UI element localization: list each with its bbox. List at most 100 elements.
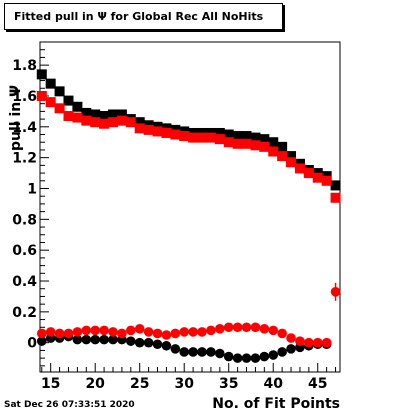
data-point-square xyxy=(232,138,243,149)
data-point-circle xyxy=(206,347,216,357)
y-tick-label: 1.6 xyxy=(12,89,37,105)
data-point-square xyxy=(81,107,92,118)
data-point-circle xyxy=(241,322,252,333)
data-point-square xyxy=(72,101,83,112)
data-point-square xyxy=(90,109,101,120)
data-point-circle xyxy=(197,327,207,337)
data-point-square xyxy=(250,132,261,143)
x-tick-label: 45 xyxy=(308,376,327,392)
data-point-circle xyxy=(286,344,296,354)
data-point-circle xyxy=(223,351,234,362)
data-point-circle xyxy=(126,325,136,336)
x-tick-label: 15 xyxy=(41,376,60,392)
data-point-circle xyxy=(99,325,109,336)
y-tick-label: 0 xyxy=(27,336,37,352)
data-point-circle xyxy=(277,328,287,339)
data-point-square xyxy=(116,115,127,126)
data-point-circle xyxy=(286,333,296,343)
data-point-square xyxy=(188,132,199,143)
axes: 15 20 25 30 35 40 45 0 0.2 0.4 0.6 0.8 1 1.2 1.4 1.6 1.8 xyxy=(12,49,337,392)
data-point-circle xyxy=(45,327,56,337)
y-tick-label: 0.2 xyxy=(12,305,37,321)
data-point-square xyxy=(54,103,65,114)
data-point-circle xyxy=(188,327,198,337)
data-point-circle xyxy=(223,322,234,333)
data-point-square xyxy=(268,146,279,157)
data-point-square xyxy=(286,157,297,168)
data-point-square xyxy=(99,118,110,129)
data-point-circle xyxy=(36,328,47,339)
data-point-circle xyxy=(295,336,305,346)
data-point-circle xyxy=(143,337,154,348)
x-tick-label: 40 xyxy=(263,376,283,392)
y-axis-label: pull in Ψ xyxy=(8,85,24,151)
data-point-circle xyxy=(90,334,100,345)
data-point-square xyxy=(63,111,74,122)
data-point-square xyxy=(241,131,252,142)
data-point-circle xyxy=(250,353,261,363)
data-point-square xyxy=(214,127,225,138)
data-point-circle xyxy=(312,337,323,348)
data-point-square xyxy=(294,163,305,174)
data-point-square xyxy=(134,117,145,128)
data-point-circle xyxy=(179,327,190,337)
x-tick-label: 20 xyxy=(85,376,105,392)
data-point-square xyxy=(45,78,56,89)
data-point-square xyxy=(36,90,47,101)
data-point-circle xyxy=(99,334,109,345)
data-point-circle xyxy=(232,353,243,363)
data-point-circle xyxy=(259,324,270,334)
data-point-square xyxy=(143,124,154,135)
x-tick-label: 25 xyxy=(130,376,149,392)
y-tick-label: 0.4 xyxy=(12,274,37,290)
data-point-square xyxy=(250,140,261,151)
data-point-circle xyxy=(81,325,92,336)
y-tick-label: 1.8 xyxy=(12,58,37,74)
data-point-circle xyxy=(126,336,136,346)
data-point-circle xyxy=(72,327,83,337)
data-point-square xyxy=(330,192,341,203)
data-point-square xyxy=(54,86,65,97)
data-point-square xyxy=(99,111,110,122)
data-point-circle xyxy=(206,325,216,336)
data-point-circle xyxy=(152,328,163,339)
data-point-circle xyxy=(259,351,270,362)
data-point-circle xyxy=(321,337,332,348)
data-point-square xyxy=(312,172,323,183)
data-point-square xyxy=(90,117,101,128)
data-point-circle xyxy=(250,322,261,333)
data-point-square xyxy=(197,132,208,143)
data-point-square xyxy=(63,95,74,106)
data-point-square xyxy=(232,131,243,142)
data-point-square xyxy=(116,109,127,120)
x-tick-label: 30 xyxy=(174,376,194,392)
chart-title: Fitted pull in Ψ for Global Rec All NoHi… xyxy=(4,3,283,30)
data-point-circle xyxy=(170,328,181,339)
data-point-circle xyxy=(304,337,314,348)
data-point-circle xyxy=(117,328,127,339)
data-point-circle xyxy=(90,325,100,336)
data-point-square xyxy=(205,132,216,143)
data-point-square xyxy=(214,134,225,145)
data-point-square xyxy=(107,109,118,120)
data-point-circle xyxy=(179,347,190,357)
data-point-circle xyxy=(63,328,74,339)
data-point-square xyxy=(241,138,252,149)
data-point-circle xyxy=(161,330,172,340)
data-point-square xyxy=(259,134,270,145)
y-tick-label: 0.8 xyxy=(12,212,37,228)
data-point-circle xyxy=(161,340,172,351)
data-point-circle xyxy=(36,336,47,346)
data-point-circle xyxy=(188,347,198,357)
data-point-circle xyxy=(134,324,145,334)
data-point-circle xyxy=(215,324,225,334)
data-point-square xyxy=(152,126,163,137)
data-point-circle xyxy=(134,337,145,348)
data-point-square xyxy=(45,97,56,108)
data-point-square xyxy=(259,141,270,152)
data-point-circle xyxy=(143,327,154,337)
x-axis-label: No. of Fit Points xyxy=(212,396,340,412)
data-point-square xyxy=(277,151,288,162)
data-point-square xyxy=(277,141,288,152)
